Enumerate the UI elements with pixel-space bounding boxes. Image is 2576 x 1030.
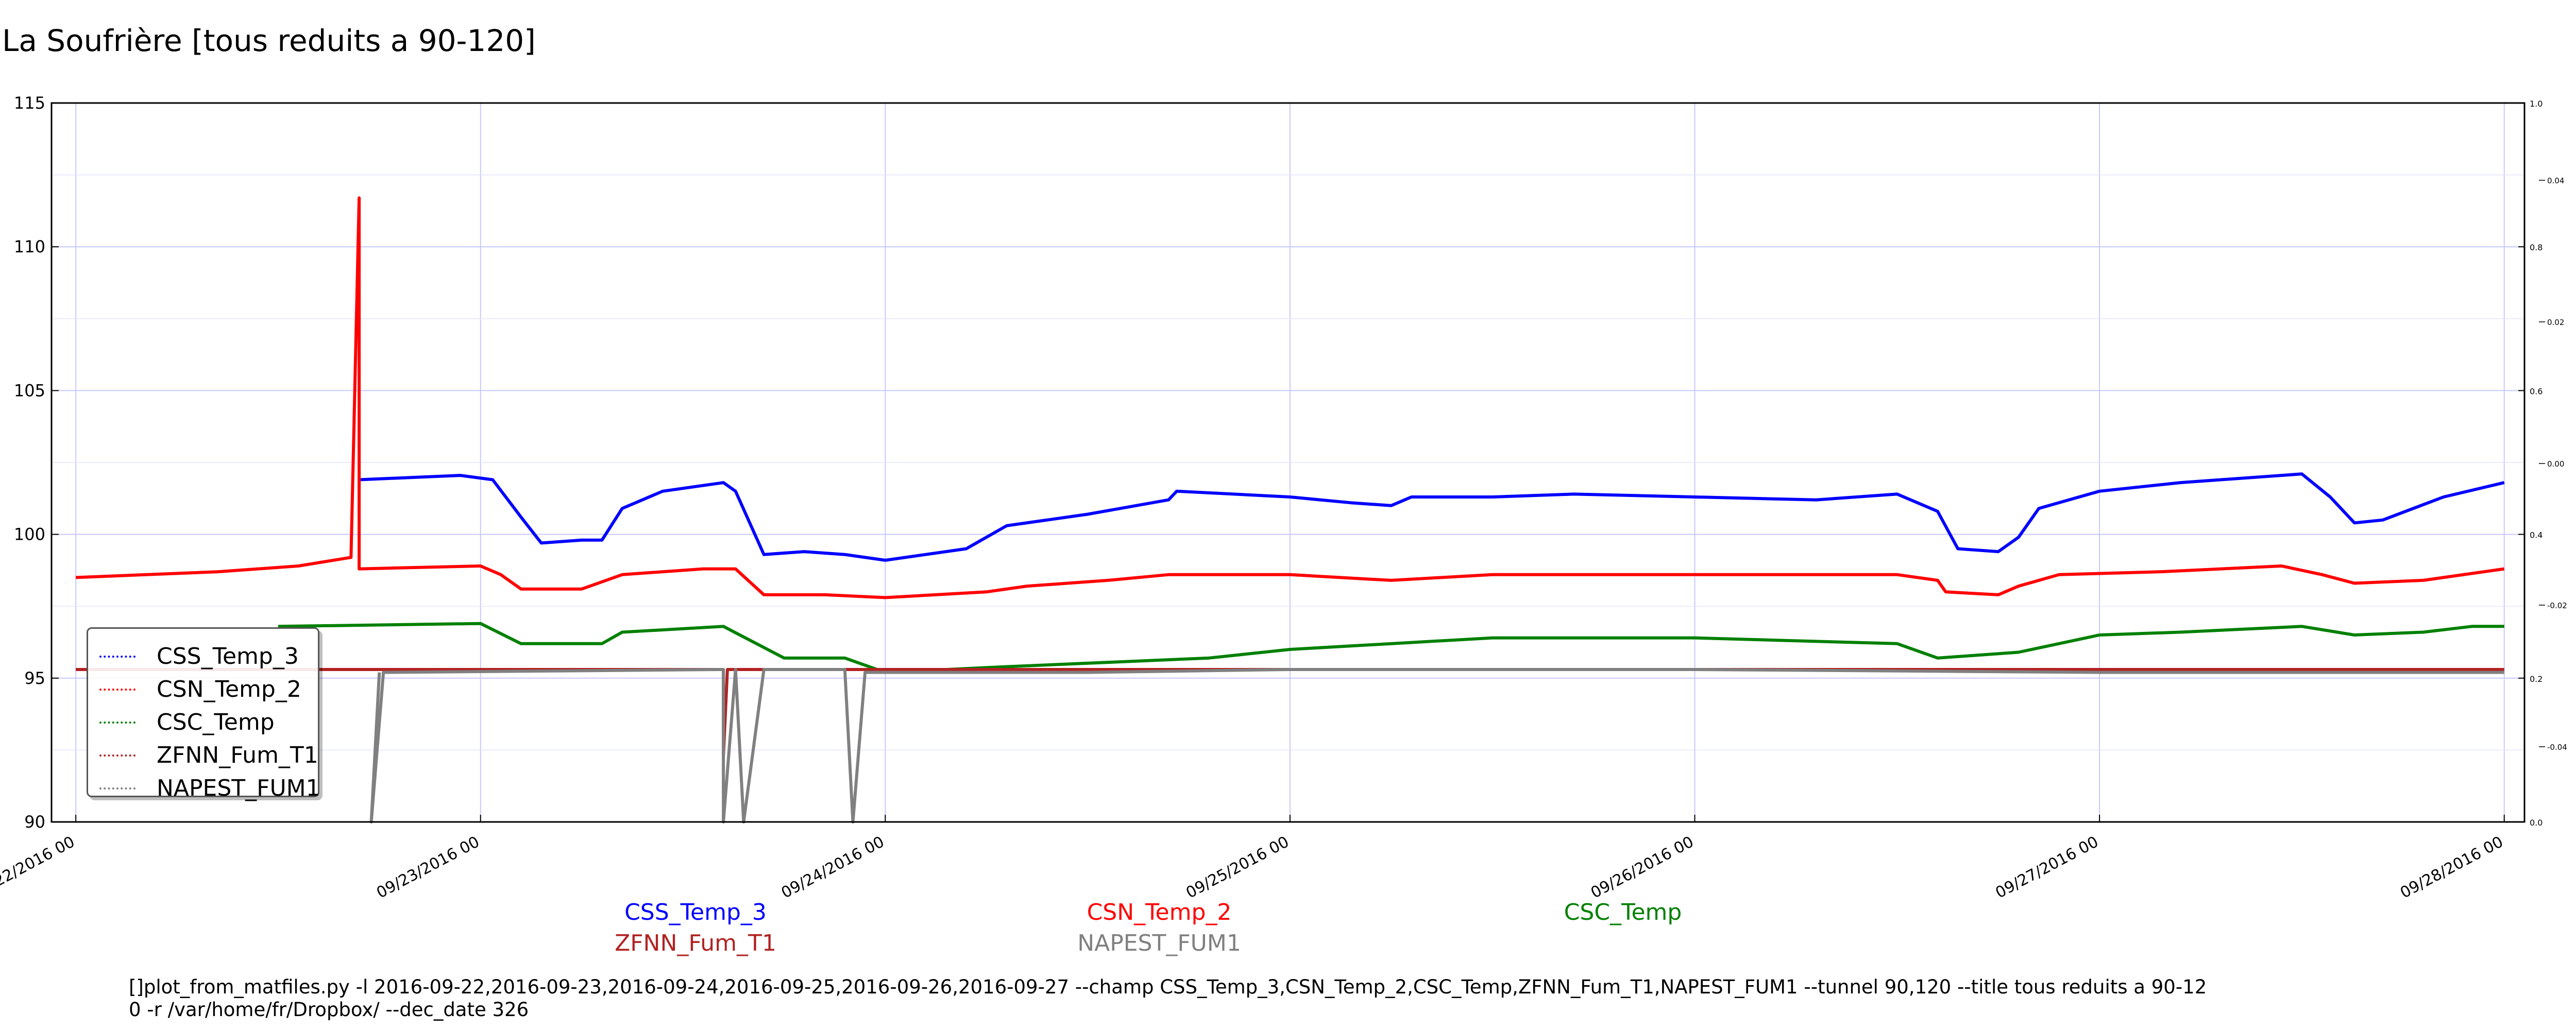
legend-item: CSC_Temp <box>88 706 318 737</box>
legend-item: NAPEST_FUM1 <box>88 772 320 803</box>
right-tick-label: 1.0 <box>2530 99 2543 109</box>
y-tick-label: 115 <box>14 93 45 113</box>
grid <box>52 102 2524 822</box>
right-tick-label: 0.4 <box>2530 530 2543 540</box>
series-name-label: CSC_Temp <box>1564 899 1682 925</box>
series-name-label: NAPEST_FUM1 <box>1077 930 1241 956</box>
legend-swatch <box>99 787 135 789</box>
right-tick-label: 0.8 <box>2530 243 2543 252</box>
series-name-label: CSS_Temp_3 <box>624 899 767 925</box>
right-minor-tick-label: 0.00 <box>2547 459 2564 469</box>
legend-label: CSN_Temp_2 <box>157 676 301 702</box>
right-tick-label: 0.2 <box>2530 674 2543 684</box>
right-minor-tick-label: -0.04 <box>2547 743 2567 752</box>
x-tick-label: 09/23/2016 00 <box>374 833 482 902</box>
chart-title: La Soufrière [tous reduits a 90-120] <box>2 23 536 58</box>
y-tick-label: 100 <box>14 525 45 544</box>
legend-item: CSN_Temp_2 <box>88 673 318 704</box>
right-minor-tick-label: 0.02 <box>2547 318 2564 327</box>
legend-label: NAPEST_FUM1 <box>157 775 320 801</box>
legend: CSS_Temp_3 CSN_Temp_2 CSC_Temp ZFNN_Fum_T1 N… <box>87 627 320 801</box>
y-tick-label: 105 <box>14 381 45 400</box>
plot-frame <box>50 102 2526 823</box>
legend-item: CSS_Temp_3 <box>88 640 318 671</box>
series-line-napest-fum1 <box>369 668 2504 823</box>
right-tick-label: 0.0 <box>2530 818 2543 828</box>
series-line-csc-temp <box>278 622 2504 674</box>
x-tick-label: 09/26/2016 00 <box>1588 833 1697 902</box>
x-tick-label: 09/27/2016 00 <box>1993 833 2102 902</box>
legend-swatch <box>99 656 135 658</box>
series-name-label: ZFNN_Fum_T1 <box>615 930 776 956</box>
legend-swatch <box>99 722 135 724</box>
x-tick-label: 09/25/2016 00 <box>1183 833 1292 902</box>
legend-label: ZFNN_Fum_T1 <box>157 742 318 768</box>
x-tick-label: 09/22/2016 00 <box>0 833 78 902</box>
series-name-label: CSN_Temp_2 <box>1087 899 1232 925</box>
series-line-css-temp-3 <box>359 472 2505 562</box>
right-tick-label: 0.6 <box>2530 386 2543 396</box>
x-tick-label: 09/24/2016 00 <box>778 833 887 902</box>
legend-label: CSS_Temp_3 <box>157 643 299 670</box>
legend-swatch <box>99 754 135 757</box>
y-tick-label: 90 <box>24 812 45 832</box>
right-minor-tick-label: -0.02 <box>2547 601 2567 610</box>
series-line-csn-temp-2 <box>75 196 2505 599</box>
series-layer <box>75 196 2505 823</box>
legend-label: CSC_Temp <box>157 709 275 735</box>
y-tick-label: 110 <box>14 237 45 256</box>
command-line: []plot_from_matfiles.py -l 2016-09-22,20… <box>129 976 2207 1021</box>
legend-swatch <box>99 689 135 691</box>
right-minor-tick-label: 0.04 <box>2547 176 2564 185</box>
legend-item: ZFNN_Fum_T1 <box>88 739 318 770</box>
x-tick-label: 09/28/2016 00 <box>2397 833 2506 902</box>
y-tick-label: 95 <box>24 668 45 688</box>
